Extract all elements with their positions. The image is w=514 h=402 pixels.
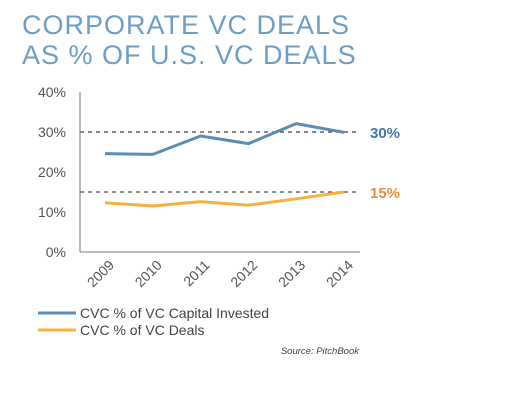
reference-lines: [80, 131, 358, 193]
axes: [79, 92, 360, 253]
end-label-1: 15%: [370, 185, 400, 202]
y-tick-label: 30%: [38, 124, 66, 140]
y-tick-label: 20%: [38, 164, 66, 180]
x-tick-label: 2009: [84, 257, 117, 290]
y-tick-label: 40%: [38, 84, 66, 100]
series-line-1: [104, 190, 345, 208]
legend-label-0: CVC % of VC Capital Invested: [80, 305, 269, 321]
end-labels: 30% 15%: [370, 125, 400, 202]
x-tick-label: 2012: [227, 257, 260, 290]
chart-title-line-2: AS % OF U.S. VC DEALS: [22, 40, 357, 70]
x-tick-label: 2010: [132, 257, 165, 290]
x-tick-label: 2014: [323, 257, 356, 290]
chart-title-line-1: CORPORATE VC DEALS: [22, 10, 351, 40]
chart-title: CORPORATE VC DEALS AS % OF U.S. VC DEALS: [22, 10, 357, 70]
series-lines: [104, 122, 345, 208]
legend-label-1: CVC % of VC Deals: [80, 322, 204, 338]
y-axis-ticks: 0% 10% 20% 30% 40%: [38, 84, 66, 260]
x-axis-ticks: 2009 2010 2011 2012 2013 2014: [84, 257, 356, 290]
source-note: Source: PitchBook: [281, 346, 360, 357]
series-line-0: [104, 122, 345, 156]
end-label-0: 30%: [370, 125, 400, 142]
y-tick-label: 10%: [38, 204, 66, 220]
x-tick-label: 2011: [180, 257, 213, 290]
x-tick-label: 2013: [275, 257, 308, 290]
y-tick-label: 0%: [46, 244, 66, 260]
